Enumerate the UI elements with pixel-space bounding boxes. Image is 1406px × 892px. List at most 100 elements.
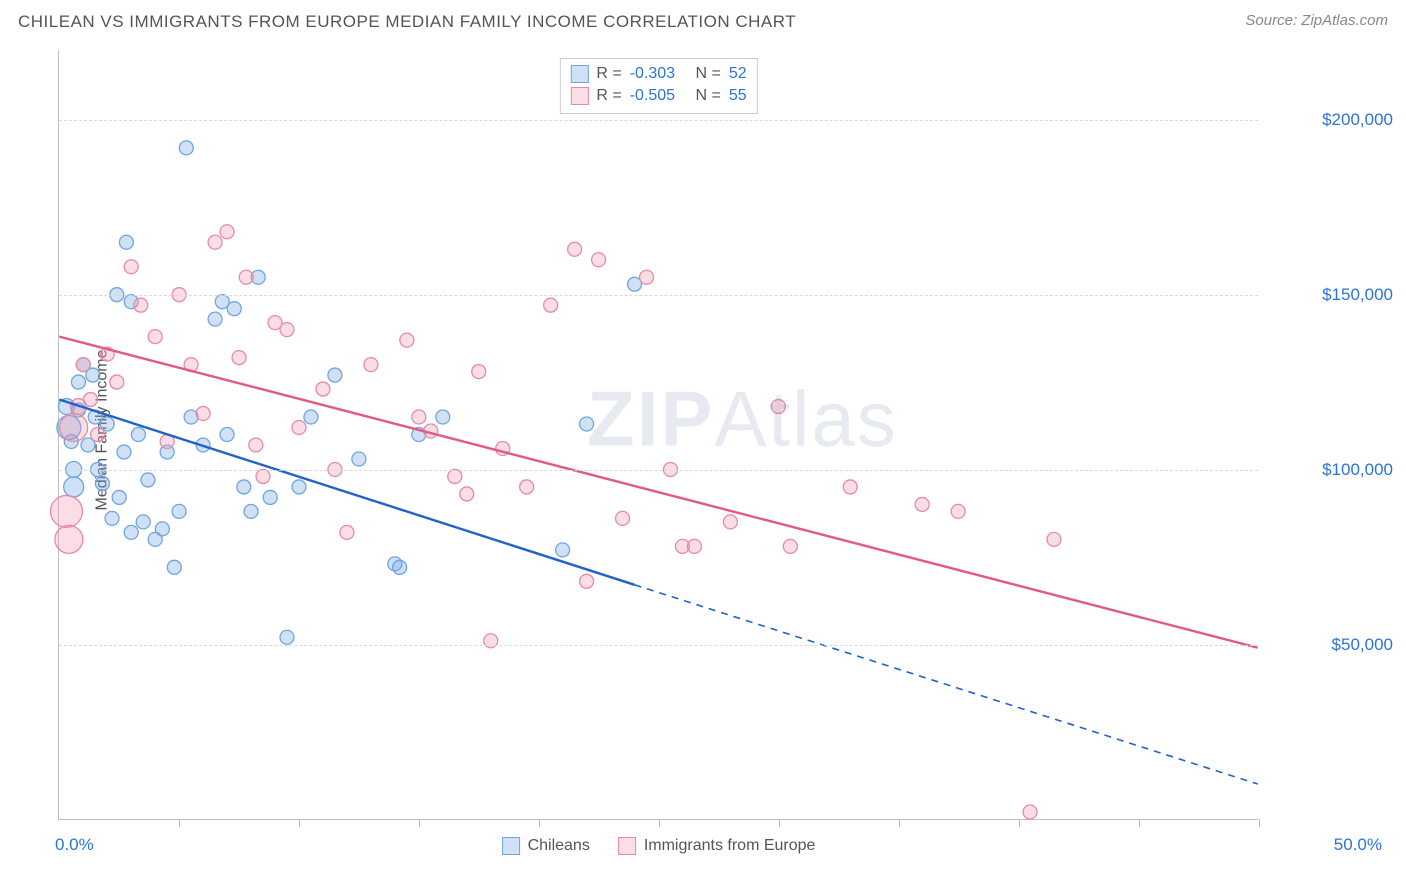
scatter-point-chileans — [95, 476, 109, 490]
scatter-point-europe — [91, 428, 105, 442]
scatter-point-europe — [544, 298, 558, 312]
scatter-point-europe — [208, 235, 222, 249]
r-label-0: R = — [596, 63, 621, 85]
scatter-point-chileans — [124, 525, 138, 539]
x-tick — [659, 819, 660, 827]
scatter-point-chileans — [280, 630, 294, 644]
scatter-point-chileans — [119, 235, 133, 249]
scatter-point-europe — [76, 358, 90, 372]
scatter-point-europe — [723, 515, 737, 529]
scatter-point-chileans — [304, 410, 318, 424]
scatter-point-chileans — [244, 504, 258, 518]
r-value-0: -0.303 — [630, 63, 675, 85]
scatter-point-europe — [196, 407, 210, 421]
y-tick-label: $50,000 — [1273, 635, 1393, 655]
scatter-point-europe — [232, 351, 246, 365]
scatter-svg — [59, 50, 1258, 819]
scatter-point-europe — [915, 497, 929, 511]
n-value-1: 55 — [729, 85, 747, 107]
legend-swatch-europe — [618, 837, 636, 855]
scatter-point-chileans — [227, 302, 241, 316]
chart-header: CHILEAN VS IMMIGRANTS FROM EUROPE MEDIAN… — [18, 12, 1388, 32]
gridline-h — [59, 295, 1258, 296]
gridline-h — [59, 120, 1258, 121]
x-tick — [1139, 819, 1140, 827]
scatter-point-chileans — [393, 560, 407, 574]
legend-label-chileans: Chileans — [528, 837, 590, 855]
scatter-point-chileans — [172, 504, 186, 518]
scatter-point-europe — [412, 410, 426, 424]
gridline-h — [59, 470, 1258, 471]
scatter-point-chileans — [117, 445, 131, 459]
r-label-1: R = — [596, 85, 621, 107]
scatter-point-chileans — [112, 490, 126, 504]
x-axis-end-label: 50.0% — [1272, 835, 1382, 855]
scatter-point-europe — [316, 382, 330, 396]
scatter-point-europe — [292, 421, 306, 435]
scatter-point-europe — [148, 330, 162, 344]
scatter-point-europe — [616, 511, 630, 525]
x-tick — [539, 819, 540, 827]
scatter-point-chileans — [436, 410, 450, 424]
x-tick — [1259, 819, 1260, 827]
bottom-legend: Chileans Immigrants from Europe — [502, 837, 816, 855]
scatter-point-chileans — [131, 428, 145, 442]
legend-label-europe: Immigrants from Europe — [644, 837, 816, 855]
scatter-point-chileans — [71, 375, 85, 389]
scatter-point-europe — [951, 504, 965, 518]
scatter-point-chileans — [556, 543, 570, 557]
chart-plot-area: ZIPAtlas R = -0.303 N = 52 R = -0.505 N … — [58, 50, 1258, 820]
r-value-1: -0.505 — [630, 85, 675, 107]
scatter-point-europe — [400, 333, 414, 347]
trendline-chileans — [59, 400, 634, 585]
scatter-point-europe — [568, 242, 582, 256]
scatter-point-chileans — [292, 480, 306, 494]
y-tick-label: $150,000 — [1273, 285, 1393, 305]
scatter-point-chileans — [237, 480, 251, 494]
scatter-point-chileans — [179, 141, 193, 155]
scatter-point-europe — [640, 270, 654, 284]
n-value-0: 52 — [729, 63, 747, 85]
trendline-dashed-chileans — [635, 585, 1258, 784]
scatter-point-europe — [124, 260, 138, 274]
corr-row-europe: R = -0.505 N = 55 — [570, 85, 746, 107]
scatter-point-europe — [239, 270, 253, 284]
scatter-point-europe — [592, 253, 606, 267]
scatter-point-chileans — [64, 477, 84, 497]
gridline-h — [59, 645, 1258, 646]
scatter-point-europe — [448, 469, 462, 483]
scatter-point-chileans — [580, 417, 594, 431]
scatter-point-chileans — [105, 511, 119, 525]
scatter-point-chileans — [352, 452, 366, 466]
scatter-point-chileans — [155, 522, 169, 536]
n-label-0: N = — [696, 63, 721, 85]
legend-item-europe: Immigrants from Europe — [618, 837, 816, 855]
scatter-point-europe — [1023, 805, 1037, 819]
scatter-point-europe — [1047, 532, 1061, 546]
scatter-point-europe — [110, 375, 124, 389]
chart-title: CHILEAN VS IMMIGRANTS FROM EUROPE MEDIAN… — [18, 12, 796, 32]
swatch-europe — [570, 87, 588, 105]
scatter-point-chileans — [167, 560, 181, 574]
scatter-point-europe — [134, 298, 148, 312]
x-tick — [419, 819, 420, 827]
scatter-point-europe — [771, 400, 785, 414]
scatter-point-europe — [50, 495, 82, 527]
scatter-point-europe — [60, 414, 88, 442]
scatter-point-europe — [520, 480, 534, 494]
swatch-chileans — [570, 65, 588, 83]
legend-swatch-chileans — [502, 837, 520, 855]
x-tick — [179, 819, 180, 827]
y-tick-label: $200,000 — [1273, 110, 1393, 130]
source-label: Source: ZipAtlas.com — [1245, 12, 1388, 29]
scatter-point-europe — [220, 225, 234, 239]
scatter-point-europe — [364, 358, 378, 372]
scatter-point-chileans — [141, 473, 155, 487]
scatter-point-europe — [83, 393, 97, 407]
source-prefix: Source: — [1245, 12, 1301, 29]
scatter-point-chileans — [263, 490, 277, 504]
x-tick — [899, 819, 900, 827]
legend-item-chileans: Chileans — [502, 837, 590, 855]
scatter-point-chileans — [208, 312, 222, 326]
scatter-point-europe — [340, 525, 354, 539]
